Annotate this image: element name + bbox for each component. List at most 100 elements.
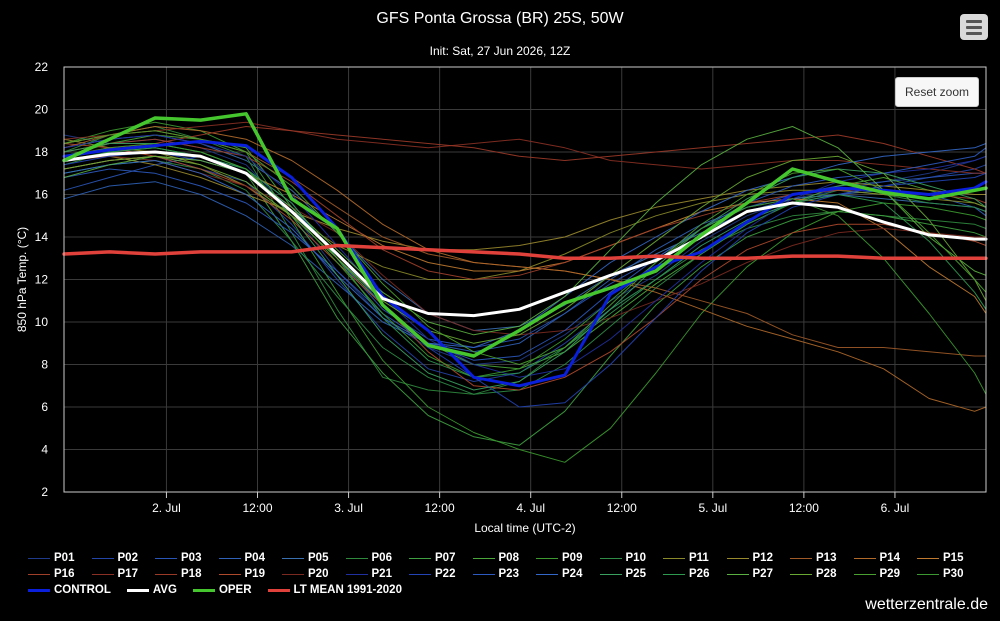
legend-swatch bbox=[599, 557, 622, 559]
legend-item-p11[interactable]: P11 bbox=[663, 552, 727, 564]
chart-legend: P01 P02 P03 P04 P05 P06 P07 P08 P09 P10 P11 P12 P13 P… bbox=[28, 550, 988, 598]
legend-item-p21[interactable]: P21 bbox=[345, 568, 410, 580]
legend-label: P13 bbox=[816, 552, 837, 564]
legend-item-p25[interactable]: P25 bbox=[599, 568, 664, 580]
legend-label: P03 bbox=[181, 552, 202, 564]
legend-label: P30 bbox=[943, 568, 964, 580]
legend-label: P10 bbox=[625, 552, 646, 564]
legend-item-p15[interactable]: P15 bbox=[917, 552, 981, 564]
y-tick-label: 8 bbox=[41, 358, 48, 372]
legend-item-p17[interactable]: P17 bbox=[91, 568, 156, 580]
legend-label: AVG bbox=[152, 584, 177, 596]
reset-zoom-button[interactable]: Reset zoom bbox=[895, 77, 979, 107]
legend-swatch bbox=[345, 573, 368, 575]
legend-swatch bbox=[917, 557, 939, 559]
legend-swatch bbox=[192, 588, 215, 592]
legend-item-avg[interactable]: AVG bbox=[126, 584, 177, 596]
legend-item-p01[interactable]: P01 bbox=[28, 552, 92, 564]
legend-item-p10[interactable]: P10 bbox=[599, 552, 664, 564]
series-line-p29 bbox=[63, 130, 987, 365]
series-line-p09 bbox=[63, 121, 987, 463]
series-line-p20 bbox=[63, 155, 987, 336]
legend-item-p16[interactable]: P16 bbox=[28, 568, 92, 580]
legend-swatch bbox=[536, 557, 558, 559]
legend-item-p07[interactable]: P07 bbox=[409, 552, 473, 564]
series-line-control bbox=[62, 139, 988, 388]
series-line-lt-mean-1991-2020 bbox=[62, 243, 988, 261]
y-tick-label: 14 bbox=[35, 230, 49, 244]
series-line-p24 bbox=[63, 143, 987, 348]
legend-item-p19[interactable]: P19 bbox=[218, 568, 283, 580]
legend-item-p02[interactable]: P02 bbox=[91, 552, 156, 564]
legend-label: P26 bbox=[689, 568, 710, 580]
hamburger-menu-icon bbox=[966, 19, 982, 23]
legend-label: P05 bbox=[308, 552, 329, 564]
legend-swatch bbox=[853, 573, 876, 575]
legend-label: P04 bbox=[244, 552, 265, 564]
legend-swatch bbox=[726, 573, 749, 575]
series-line-avg bbox=[62, 150, 988, 318]
y-tick-label: 12 bbox=[35, 273, 49, 287]
legend-item-p08[interactable]: P08 bbox=[472, 552, 537, 564]
chart-menu-button[interactable] bbox=[960, 14, 988, 40]
series-line-p06 bbox=[63, 126, 987, 395]
legend-label: P19 bbox=[244, 568, 265, 580]
legend-item-p27[interactable]: P27 bbox=[726, 568, 791, 580]
legend-swatch bbox=[599, 573, 622, 575]
chart-subtitle: Init: Sat, 27 Jun 2026, 12Z bbox=[429, 44, 571, 58]
legend-item-p30[interactable]: P30 bbox=[917, 568, 981, 580]
hamburger-menu-icon-bar bbox=[966, 25, 982, 29]
legend-item-p22[interactable]: P22 bbox=[409, 568, 473, 580]
series-line-p12 bbox=[63, 155, 987, 251]
legend-item-p24[interactable]: P24 bbox=[536, 568, 600, 580]
series-line-p21 bbox=[63, 134, 987, 378]
legend-swatch bbox=[790, 573, 812, 575]
legend-row: P01 P02 P03 P04 P05 P06 P07 P08 P09 P10 P11 P12 P13 P… bbox=[28, 550, 988, 566]
y-tick-label: 22 bbox=[35, 60, 49, 74]
legend-swatch bbox=[218, 573, 241, 575]
legend-label: LT MEAN 1991-2020 bbox=[293, 584, 402, 596]
legend-row: CONTROL AVG OPER LT MEAN 1991-2020 bbox=[28, 582, 988, 598]
legend-item-lt-mean-1991-2020[interactable]: LT MEAN 1991-2020 bbox=[267, 584, 402, 596]
legend-item-p29[interactable]: P29 bbox=[853, 568, 918, 580]
legend-label: P16 bbox=[54, 568, 75, 580]
series-line-p17 bbox=[63, 121, 987, 174]
legend-swatch bbox=[155, 557, 177, 559]
legend-item-p04[interactable]: P04 bbox=[218, 552, 283, 564]
legend-item-p12[interactable]: P12 bbox=[726, 552, 791, 564]
legend-label: P28 bbox=[816, 568, 837, 580]
legend-swatch bbox=[536, 573, 558, 575]
legend-item-p03[interactable]: P03 bbox=[155, 552, 219, 564]
legend-label: P22 bbox=[435, 568, 456, 580]
legend-item-p05[interactable]: P05 bbox=[282, 552, 346, 564]
legend-label: P02 bbox=[117, 552, 138, 564]
brand-watermark: wetterzentrale.de bbox=[865, 596, 988, 613]
legend-item-oper[interactable]: OPER bbox=[192, 584, 252, 596]
y-tick-label: 6 bbox=[41, 400, 48, 414]
legend-item-p14[interactable]: P14 bbox=[853, 552, 918, 564]
legend-item-control[interactable]: CONTROL bbox=[28, 584, 111, 596]
legend-item-p13[interactable]: P13 bbox=[790, 552, 854, 564]
plot-frame bbox=[63, 66, 987, 493]
series-line-p30 bbox=[63, 143, 987, 395]
legend-swatch bbox=[409, 573, 431, 575]
legend-label: P08 bbox=[498, 552, 519, 564]
legend-item-p28[interactable]: P28 bbox=[790, 568, 854, 580]
legend-label: P12 bbox=[752, 552, 773, 564]
series-line-p05 bbox=[63, 134, 987, 331]
legend-label: P09 bbox=[562, 552, 583, 564]
legend-swatch bbox=[282, 573, 304, 575]
legend-label: P11 bbox=[689, 552, 709, 564]
legend-item-p18[interactable]: P18 bbox=[155, 568, 219, 580]
legend-item-p09[interactable]: P09 bbox=[536, 552, 600, 564]
legend-item-p20[interactable]: P20 bbox=[282, 568, 346, 580]
legend-item-p06[interactable]: P06 bbox=[345, 552, 410, 564]
legend-label: P27 bbox=[752, 568, 773, 580]
legend-swatch bbox=[126, 588, 149, 592]
y-tick-label: 20 bbox=[35, 103, 49, 117]
legend-swatch bbox=[28, 557, 50, 559]
legend-item-p23[interactable]: P23 bbox=[472, 568, 537, 580]
legend-item-p26[interactable]: P26 bbox=[663, 568, 727, 580]
y-tick-label: 16 bbox=[35, 188, 49, 202]
